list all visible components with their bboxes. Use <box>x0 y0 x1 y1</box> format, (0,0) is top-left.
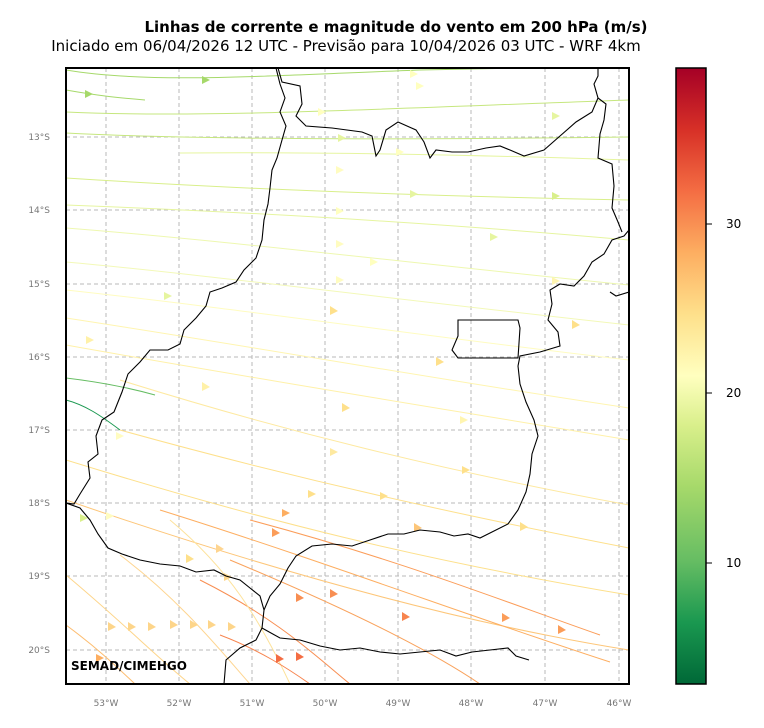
colorbar-tick-label: 30 <box>726 217 741 231</box>
lat-tick-label: 18°S <box>28 499 50 509</box>
map-subtitle: Iniciado em 06/04/2026 12 UTC - Previsão… <box>51 37 641 55</box>
lat-tick-label: 17°S <box>28 426 50 436</box>
lat-tick-label: 14°S <box>28 206 50 216</box>
colorbar-tick-label: 10 <box>726 556 741 570</box>
colorbar-tick-label: 20 <box>726 386 741 400</box>
lon-tick-label: 49°W <box>386 699 411 709</box>
lon-tick-label: 47°W <box>533 699 558 709</box>
lon-tick-label: 53°W <box>94 699 119 709</box>
lat-tick-label: 15°S <box>28 280 50 290</box>
lat-tick-label: 20°S <box>28 646 50 656</box>
lat-tick-label: 19°S <box>28 572 50 582</box>
lon-tick-label: 50°W <box>313 699 338 709</box>
credit-label: SEMAD/CIMEHGO <box>71 659 187 673</box>
lat-tick-label: 16°S <box>28 353 50 363</box>
streamline-arrows <box>80 70 580 663</box>
streamlines <box>66 68 629 684</box>
latitude-tick-labels: 13°S 14°S 15°S 16°S 17°S 18°S 19°S 20°S <box>28 133 50 656</box>
lat-tick-label: 13°S <box>28 133 50 143</box>
map-title: Linhas de corrente e magnitude do vento … <box>144 18 648 36</box>
colorbar-scale <box>675 67 707 685</box>
lon-tick-label: 51°W <box>240 699 265 709</box>
longitude-tick-labels: 53°W 52°W 51°W 50°W 49°W 48°W 47°W 46°W <box>94 699 632 709</box>
state-borders <box>66 68 629 684</box>
colorbar: 10 20 30 <box>675 67 741 685</box>
lon-tick-label: 46°W <box>607 699 632 709</box>
gridlines <box>66 68 629 684</box>
map-frame <box>65 67 630 685</box>
lon-tick-label: 52°W <box>167 699 192 709</box>
map-area <box>66 68 629 684</box>
lon-tick-label: 48°W <box>459 699 484 709</box>
